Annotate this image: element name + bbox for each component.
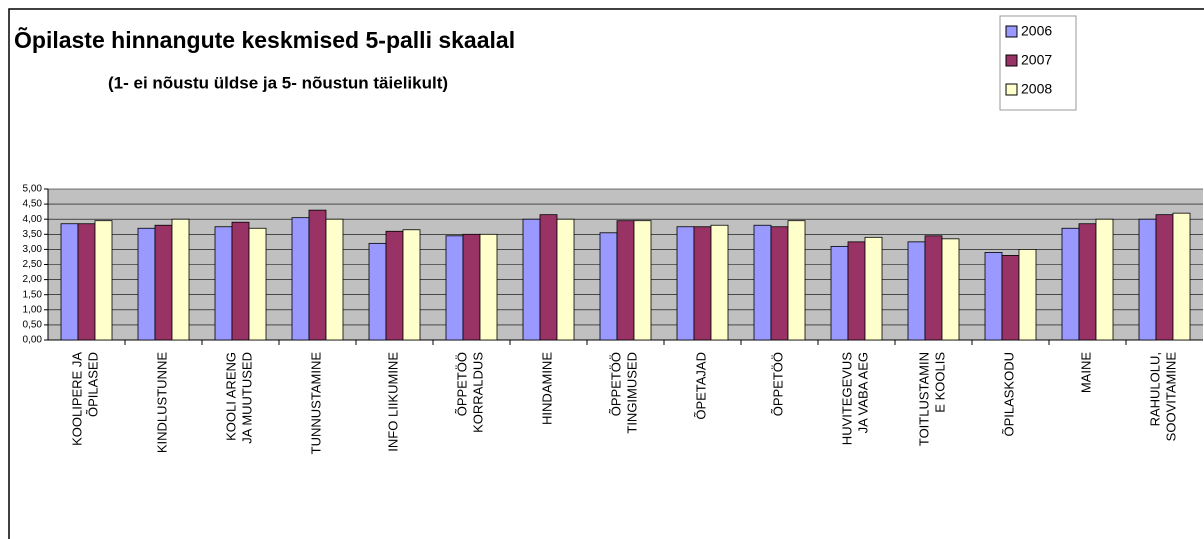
bar — [214, 226, 233, 341]
y-tick-label: 1,50 — [23, 289, 43, 300]
x-tick-label: KOOLIPERE JAÕPILASED — [70, 352, 101, 446]
chart-subtitle: (1- ei nõustu üldse ja 5- nõustun täieli… — [108, 73, 448, 92]
y-tick-label: 3,50 — [23, 229, 43, 240]
legend-label: 2007 — [1021, 52, 1052, 68]
bar — [385, 230, 404, 341]
bar — [676, 226, 695, 341]
y-tick-label: 5,00 — [23, 184, 43, 195]
bar — [830, 245, 849, 341]
x-tick-label: KOOLI ARENGJA MUUTUSED — [224, 352, 255, 444]
x-tick-label: RAHULOLU,SOOVITAMINE — [1148, 352, 1179, 442]
bar — [1061, 227, 1080, 341]
x-tick-label: TOITLUSTAMINE KOOLIS — [917, 352, 948, 446]
bar — [693, 226, 712, 341]
bar — [171, 218, 190, 341]
y-tick-label: 0,00 — [23, 335, 43, 346]
bar — [325, 218, 344, 341]
bar — [137, 227, 156, 341]
bar — [77, 223, 96, 341]
bar — [599, 232, 618, 341]
x-tick-label: ÕPPETÖÖTINGIMUSED — [609, 352, 640, 434]
legend-swatch — [1005, 54, 1018, 67]
bar — [924, 235, 943, 341]
bar — [633, 220, 652, 341]
bar — [539, 214, 558, 341]
chart-title: Õpilaste hinnangute keskmised 5-palli sk… — [14, 26, 515, 53]
bar — [1095, 218, 1114, 341]
x-tick-label: INFO LIIKUMINE — [386, 352, 401, 452]
bar — [556, 218, 575, 341]
bar — [907, 241, 926, 341]
bar — [291, 217, 310, 341]
x-tick-label: ÕPPETÖÖKORRALDUS — [455, 352, 486, 433]
legend-swatch — [1005, 83, 1018, 96]
bar — [308, 209, 327, 341]
bar — [462, 233, 481, 341]
bar — [770, 226, 789, 341]
bar — [941, 238, 960, 341]
x-tick-label: HUVITEGEVUSJA VABA AEG — [840, 352, 871, 446]
bar — [522, 218, 541, 341]
x-tick-label: ÕPILASKODU — [1002, 352, 1017, 437]
bar — [1172, 212, 1191, 341]
bar — [864, 236, 883, 341]
bar — [231, 221, 250, 341]
x-tick-label: MAINE — [1079, 352, 1094, 394]
legend-label: 2008 — [1021, 81, 1052, 97]
bar — [753, 224, 772, 341]
bar — [479, 233, 498, 341]
bar — [984, 252, 1003, 341]
bar — [1018, 248, 1037, 341]
bar — [248, 227, 267, 341]
bar — [60, 223, 79, 341]
bar — [847, 241, 866, 341]
bar — [368, 242, 387, 341]
legend-swatch — [1005, 25, 1018, 38]
bar — [616, 220, 635, 341]
x-tick-label: TUNNUSTAMINE — [309, 352, 324, 455]
bar — [1155, 214, 1174, 341]
y-tick-label: 4,50 — [23, 199, 43, 210]
bar — [154, 224, 173, 341]
x-tick-label: ÕPETAJAD — [694, 352, 709, 420]
y-tick-label: 2,00 — [23, 274, 43, 285]
legend-label: 2006 — [1021, 23, 1052, 39]
bar — [445, 235, 464, 341]
y-tick-label: 1,00 — [23, 304, 43, 315]
bar — [402, 229, 421, 341]
x-tick-label: HINDAMINE — [540, 352, 555, 425]
bar — [1138, 218, 1157, 341]
bar — [94, 220, 113, 341]
x-tick-label: KINDLUSTUNNE — [155, 352, 170, 453]
x-tick-label: ÕPPETÖÖ — [771, 352, 786, 416]
y-tick-label: 3,00 — [23, 244, 43, 255]
y-tick-label: 0,50 — [23, 320, 43, 331]
bar — [710, 224, 729, 341]
bar — [787, 220, 806, 341]
bar — [1078, 223, 1097, 341]
y-tick-label: 4,00 — [23, 214, 43, 225]
bar — [1001, 255, 1020, 341]
y-tick-label: 2,50 — [23, 259, 43, 270]
